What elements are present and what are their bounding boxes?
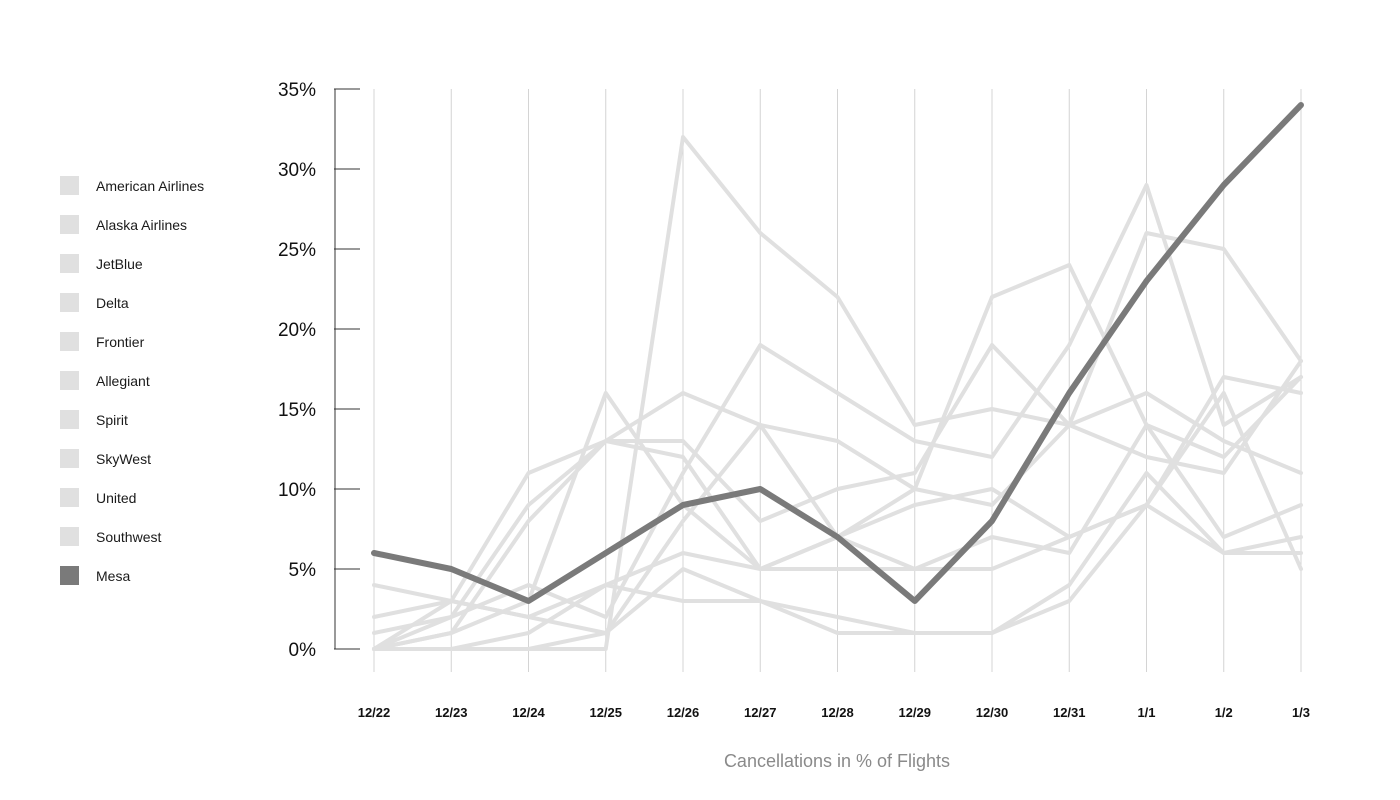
x-tick-label: 1/2 bbox=[1215, 705, 1233, 720]
legend-label: Delta bbox=[96, 295, 129, 311]
y-tick-label: 30% bbox=[278, 160, 316, 181]
x-tick-label: 12/30 bbox=[976, 705, 1009, 720]
x-tick-label: 12/31 bbox=[1053, 705, 1086, 720]
legend-label: JetBlue bbox=[96, 256, 143, 272]
gridlines bbox=[373, 89, 1302, 672]
legend-item-jetblue: JetBlue bbox=[60, 254, 260, 293]
y-tick-label: 0% bbox=[289, 640, 317, 661]
legend-swatch bbox=[60, 371, 79, 390]
x-tick-label: 12/29 bbox=[898, 705, 931, 720]
x-tick-label: 12/23 bbox=[435, 705, 468, 720]
legend-item-spirit: Spirit bbox=[60, 410, 260, 449]
legend-swatch bbox=[60, 332, 79, 351]
legend-swatch bbox=[60, 410, 79, 429]
legend-item-united: United bbox=[60, 488, 260, 527]
legend-label: Mesa bbox=[96, 568, 131, 584]
series-line-spirit bbox=[372, 135, 1303, 651]
legend-item-american-airlines: American Airlines bbox=[60, 176, 260, 215]
y-tick-label: 10% bbox=[278, 480, 316, 501]
series-line-delta bbox=[372, 471, 1303, 635]
x-tick-label: 12/25 bbox=[589, 705, 622, 720]
x-axis-title: Cancellations in % of Flights bbox=[724, 751, 950, 771]
legend-item-frontier: Frontier bbox=[60, 332, 260, 371]
series-line-allegiant bbox=[372, 231, 1303, 651]
legend-swatch bbox=[60, 254, 79, 273]
legend-item-skywest: SkyWest bbox=[60, 449, 260, 488]
legend-label: Spirit bbox=[96, 412, 128, 428]
legend-swatch bbox=[60, 176, 79, 195]
legend-swatch bbox=[60, 488, 79, 507]
legend-label: SkyWest bbox=[96, 451, 151, 467]
legend-item-mesa: Mesa bbox=[60, 566, 260, 605]
x-tick-label: 12/28 bbox=[821, 705, 854, 720]
legend-item-delta: Delta bbox=[60, 293, 260, 332]
legend-label: Southwest bbox=[96, 529, 162, 545]
legend-item-alaska-airlines: Alaska Airlines bbox=[60, 215, 260, 254]
legend-swatch bbox=[60, 527, 79, 546]
x-tick-label: 1/3 bbox=[1292, 705, 1310, 720]
legend-label: Frontier bbox=[96, 334, 145, 350]
legend-swatch bbox=[60, 293, 79, 312]
x-tick-label: 12/22 bbox=[358, 705, 391, 720]
y-tick-labels: 0% 5% 10% 15% 20% 25% 30% 35% bbox=[278, 80, 316, 661]
legend-item-southwest: Southwest bbox=[60, 527, 260, 566]
x-tick-labels: 12/22 12/23 12/24 12/25 12/26 12/27 12/28 12/29… bbox=[358, 705, 1310, 720]
series-line-mesa bbox=[371, 102, 1304, 604]
y-tick-label: 5% bbox=[289, 560, 317, 581]
legend-label: Allegiant bbox=[96, 373, 150, 389]
x-tick-label: 12/26 bbox=[667, 705, 700, 720]
legend-label: Alaska Airlines bbox=[96, 217, 188, 233]
x-tick-label: 1/1 bbox=[1137, 705, 1155, 720]
legend-swatch bbox=[60, 215, 79, 234]
legend-swatch bbox=[60, 566, 79, 585]
series-line-skywest bbox=[372, 183, 1303, 635]
legend: American Airlines Alaska Airlines JetBlue D… bbox=[60, 176, 260, 605]
y-tick-label: 35% bbox=[278, 80, 316, 101]
legend-item-allegiant: Allegiant bbox=[60, 371, 260, 410]
x-tick-label: 12/24 bbox=[512, 705, 545, 720]
x-tick-label: 12/27 bbox=[744, 705, 777, 720]
legend-label: United bbox=[96, 490, 137, 506]
series-lines bbox=[371, 102, 1304, 651]
legend-swatch bbox=[60, 449, 79, 468]
y-tick-label: 20% bbox=[278, 320, 316, 341]
legend-label: American Airlines bbox=[96, 178, 205, 194]
y-axis bbox=[334, 88, 360, 650]
y-tick-label: 25% bbox=[278, 240, 316, 261]
y-tick-label: 15% bbox=[278, 400, 316, 421]
